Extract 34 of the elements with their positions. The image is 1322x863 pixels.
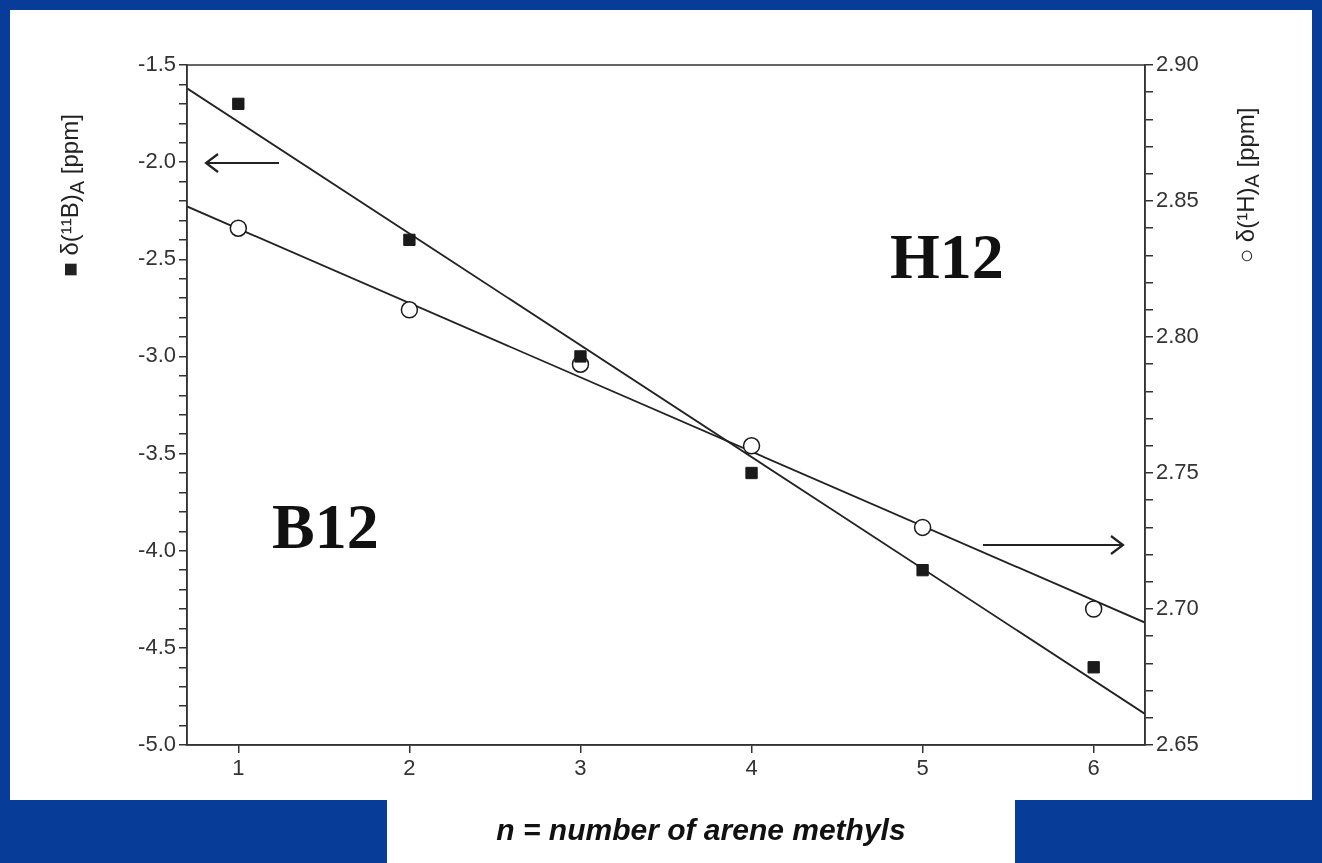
y-tick-label: -1.5 xyxy=(138,51,176,77)
y2-tick-label: 2.65 xyxy=(1156,731,1199,757)
y-tick-label: -2.0 xyxy=(138,148,176,174)
y2-tick-label: 2.85 xyxy=(1156,187,1199,213)
point xyxy=(1087,661,1100,674)
y-tick-label: -4.0 xyxy=(138,536,176,562)
y-tick-label: -3.0 xyxy=(138,342,176,368)
x-tick-label: 4 xyxy=(745,755,758,781)
y-tick-label: -4.5 xyxy=(138,633,176,659)
y2-tick-label: 2.80 xyxy=(1156,323,1199,349)
point xyxy=(745,466,758,480)
point xyxy=(229,219,248,237)
point xyxy=(574,350,587,363)
x-tick-label: 2 xyxy=(403,755,416,781)
point xyxy=(1084,600,1103,618)
x-axis-title: n = number of arene methyls xyxy=(387,800,1015,863)
x-tick-label: 3 xyxy=(574,755,587,781)
y-tick-label: -3.5 xyxy=(138,439,176,465)
point xyxy=(913,518,932,537)
y-tick-label: -5.0 xyxy=(138,731,176,757)
point xyxy=(400,301,419,319)
y-tick-label: -2.5 xyxy=(138,245,176,271)
annotation: H12 xyxy=(890,220,1004,294)
y2-tick-label: 2.90 xyxy=(1156,51,1199,77)
x-tick-label: 5 xyxy=(916,755,929,781)
x-tick-label: 1 xyxy=(232,755,245,781)
y2-tick-label: 2.75 xyxy=(1156,459,1199,485)
annotation: B12 xyxy=(272,490,379,564)
y2-tick-label: 2.70 xyxy=(1156,595,1199,621)
x-tick-label: 6 xyxy=(1087,755,1100,781)
point xyxy=(742,437,761,455)
point xyxy=(916,563,929,577)
point xyxy=(403,233,416,247)
point xyxy=(232,97,245,111)
